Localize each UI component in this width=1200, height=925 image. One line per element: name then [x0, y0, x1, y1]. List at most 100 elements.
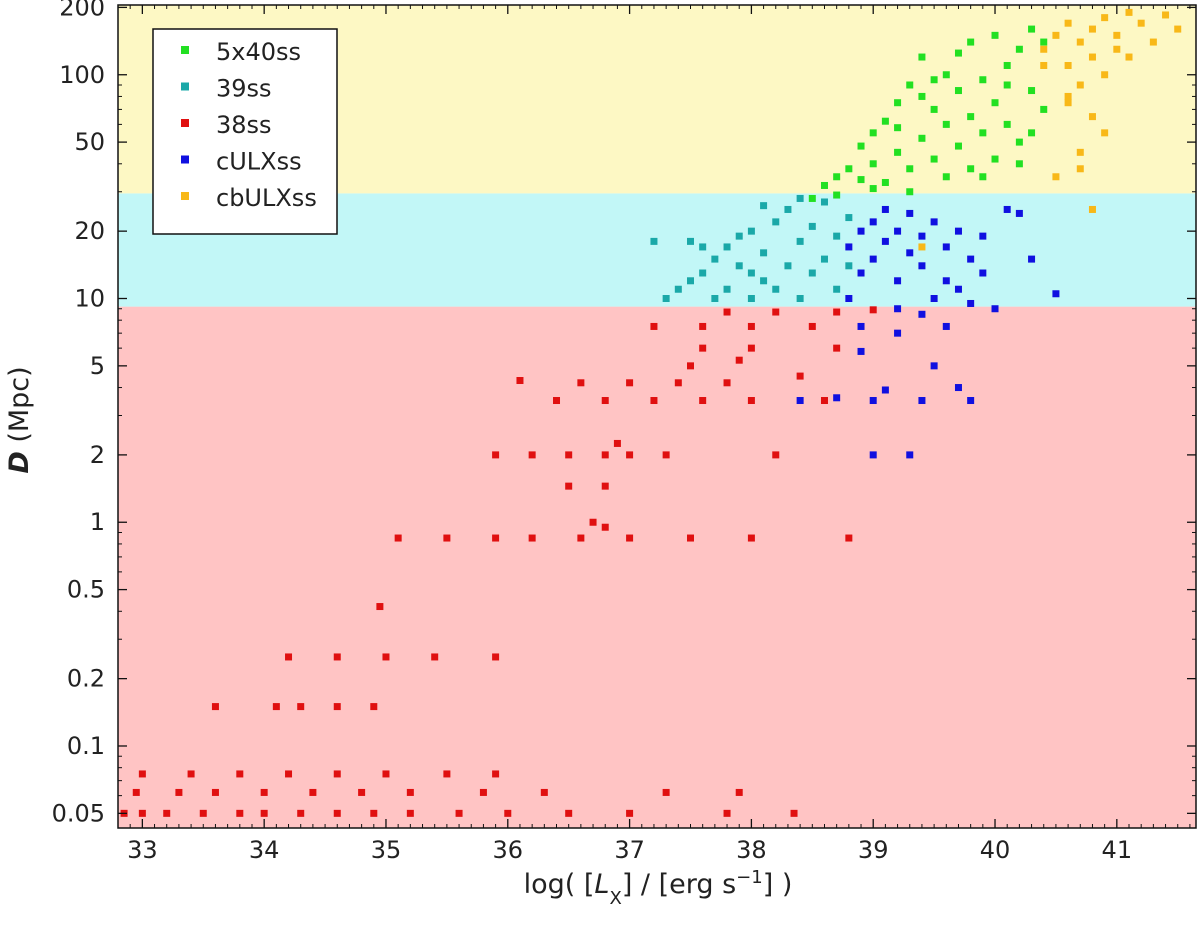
data-point [1101, 129, 1109, 137]
legend-label: 5x40ss [216, 38, 301, 66]
data-point [138, 809, 146, 817]
data-point [979, 269, 987, 277]
data-point [1003, 120, 1011, 128]
data-point [991, 155, 999, 163]
data-point [1088, 113, 1096, 121]
data-point [1101, 71, 1109, 79]
data-point [747, 294, 755, 302]
data-point [845, 262, 853, 270]
data-point [991, 99, 999, 107]
data-point [699, 269, 707, 277]
data-point [869, 129, 877, 137]
data-point [833, 232, 841, 240]
data-point [930, 105, 938, 113]
data-point [833, 191, 841, 199]
data-point [1028, 25, 1036, 33]
data-point [881, 178, 889, 186]
data-point [1003, 205, 1011, 213]
data-point [565, 451, 573, 459]
data-point [760, 202, 768, 210]
data-point [163, 809, 171, 817]
data-point [528, 451, 536, 459]
data-point [772, 218, 780, 226]
data-point [979, 129, 987, 137]
y-tick-label: 20 [74, 217, 105, 245]
x-axis: 33 34 35 36 37 38 39 40 41 [117, 5, 1191, 864]
data-point [796, 294, 804, 302]
data-point [747, 344, 755, 352]
data-point [699, 243, 707, 251]
data-point [626, 379, 634, 387]
data-point [760, 277, 768, 285]
data-point [565, 482, 573, 490]
data-points [120, 8, 1182, 817]
data-point [443, 770, 451, 778]
data-point [1028, 87, 1036, 95]
data-point [881, 117, 889, 125]
data-point [358, 788, 366, 796]
data-point [613, 439, 621, 447]
data-point [686, 362, 694, 370]
data-point [1003, 61, 1011, 69]
data-point [626, 451, 634, 459]
data-point [735, 262, 743, 270]
data-point [1088, 25, 1096, 33]
data-point [565, 809, 573, 817]
data-point [333, 770, 341, 778]
data-point [820, 181, 828, 189]
data-point [906, 165, 914, 173]
data-point [699, 397, 707, 405]
series-5x40ss [808, 25, 1048, 202]
data-point [906, 209, 914, 217]
legend-label: cULXss [216, 148, 302, 176]
x-tick-label: 34 [249, 836, 280, 864]
data-point [504, 809, 512, 817]
data-point [187, 770, 195, 778]
x-axis-title: log( [LX] / [erg s−1] ) [524, 867, 793, 909]
data-point [954, 227, 962, 235]
data-point [236, 770, 244, 778]
data-point [260, 809, 268, 817]
data-point [382, 653, 390, 661]
y-tick-label: 1 [90, 508, 105, 536]
data-point [1088, 205, 1096, 213]
data-point [1028, 129, 1036, 137]
data-point [906, 451, 914, 459]
data-point [747, 227, 755, 235]
data-point [954, 384, 962, 392]
data-point [790, 809, 798, 817]
data-point [1076, 148, 1084, 156]
data-point [784, 262, 792, 270]
data-point [1015, 209, 1023, 217]
data-point [1052, 290, 1060, 298]
data-point [967, 299, 975, 307]
background-band [118, 306, 1196, 828]
x-tick-label: 39 [858, 836, 889, 864]
y-tick-label: 2 [90, 441, 105, 469]
data-point [857, 227, 865, 235]
legend-marker [181, 46, 189, 54]
data-point [699, 322, 707, 330]
data-point [711, 255, 719, 263]
data-point [272, 703, 280, 711]
data-point [967, 113, 975, 121]
data-point [662, 788, 670, 796]
data-point [674, 379, 682, 387]
data-point [894, 99, 902, 107]
data-point [979, 76, 987, 84]
x-tick-label: 36 [493, 836, 524, 864]
data-point [942, 277, 950, 285]
legend: 5x40ss 39ss 38ss cULXss cbULXss [152, 28, 338, 235]
data-point [650, 397, 658, 405]
data-point [833, 344, 841, 352]
data-point [1052, 31, 1060, 39]
data-point [833, 173, 841, 181]
legend-label: 39ss [216, 75, 272, 103]
data-point [796, 194, 804, 202]
data-point [772, 285, 780, 293]
data-point [881, 237, 889, 245]
legend-marker [181, 192, 189, 200]
data-point [918, 232, 926, 240]
data-point [869, 255, 877, 263]
data-point [492, 451, 500, 459]
